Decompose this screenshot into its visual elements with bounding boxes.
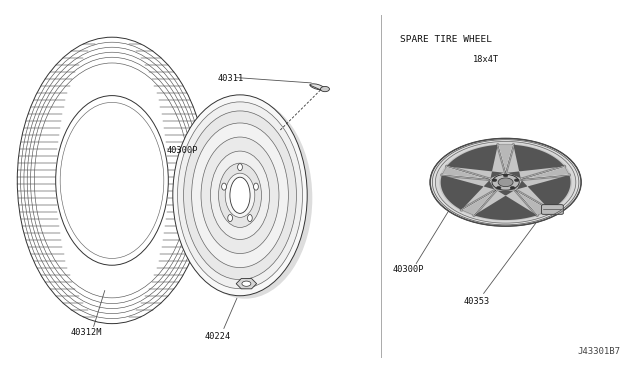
Polygon shape — [522, 166, 570, 179]
Circle shape — [492, 174, 519, 190]
Circle shape — [435, 141, 576, 223]
Circle shape — [430, 138, 581, 226]
Polygon shape — [442, 166, 490, 179]
Ellipse shape — [228, 215, 232, 222]
Ellipse shape — [225, 173, 255, 217]
Polygon shape — [447, 145, 504, 178]
Ellipse shape — [218, 163, 262, 227]
Ellipse shape — [201, 137, 279, 254]
Text: 40300P: 40300P — [166, 146, 198, 155]
Polygon shape — [441, 175, 494, 210]
Ellipse shape — [56, 96, 168, 265]
Text: 40311: 40311 — [217, 74, 244, 83]
Circle shape — [242, 281, 251, 286]
Circle shape — [515, 179, 519, 182]
Ellipse shape — [237, 164, 243, 171]
Text: SPARE TIRE WHEEL: SPARE TIRE WHEEL — [400, 35, 492, 44]
Ellipse shape — [173, 95, 307, 296]
Polygon shape — [461, 190, 496, 215]
Text: 18x4T: 18x4T — [473, 55, 500, 64]
Ellipse shape — [191, 123, 289, 267]
Polygon shape — [517, 175, 570, 210]
Circle shape — [503, 174, 508, 177]
Text: 40300P: 40300P — [392, 265, 424, 274]
Ellipse shape — [230, 177, 250, 214]
FancyBboxPatch shape — [541, 205, 563, 214]
Ellipse shape — [178, 98, 312, 299]
Ellipse shape — [184, 111, 296, 280]
Polygon shape — [515, 190, 550, 215]
Ellipse shape — [248, 215, 252, 222]
Ellipse shape — [253, 183, 259, 190]
Polygon shape — [474, 191, 537, 220]
Circle shape — [497, 186, 501, 189]
Polygon shape — [498, 145, 513, 173]
Polygon shape — [508, 145, 564, 178]
Text: J43301B7: J43301B7 — [578, 347, 621, 356]
Circle shape — [492, 179, 497, 182]
Circle shape — [321, 86, 330, 92]
Circle shape — [439, 144, 572, 221]
Circle shape — [510, 186, 515, 189]
Ellipse shape — [310, 84, 324, 90]
Text: 40353: 40353 — [463, 297, 490, 306]
Circle shape — [498, 178, 513, 187]
Ellipse shape — [221, 183, 227, 190]
Text: 40224: 40224 — [204, 332, 231, 341]
Text: 40312M: 40312M — [70, 328, 102, 337]
Ellipse shape — [177, 102, 303, 289]
Ellipse shape — [211, 151, 269, 240]
